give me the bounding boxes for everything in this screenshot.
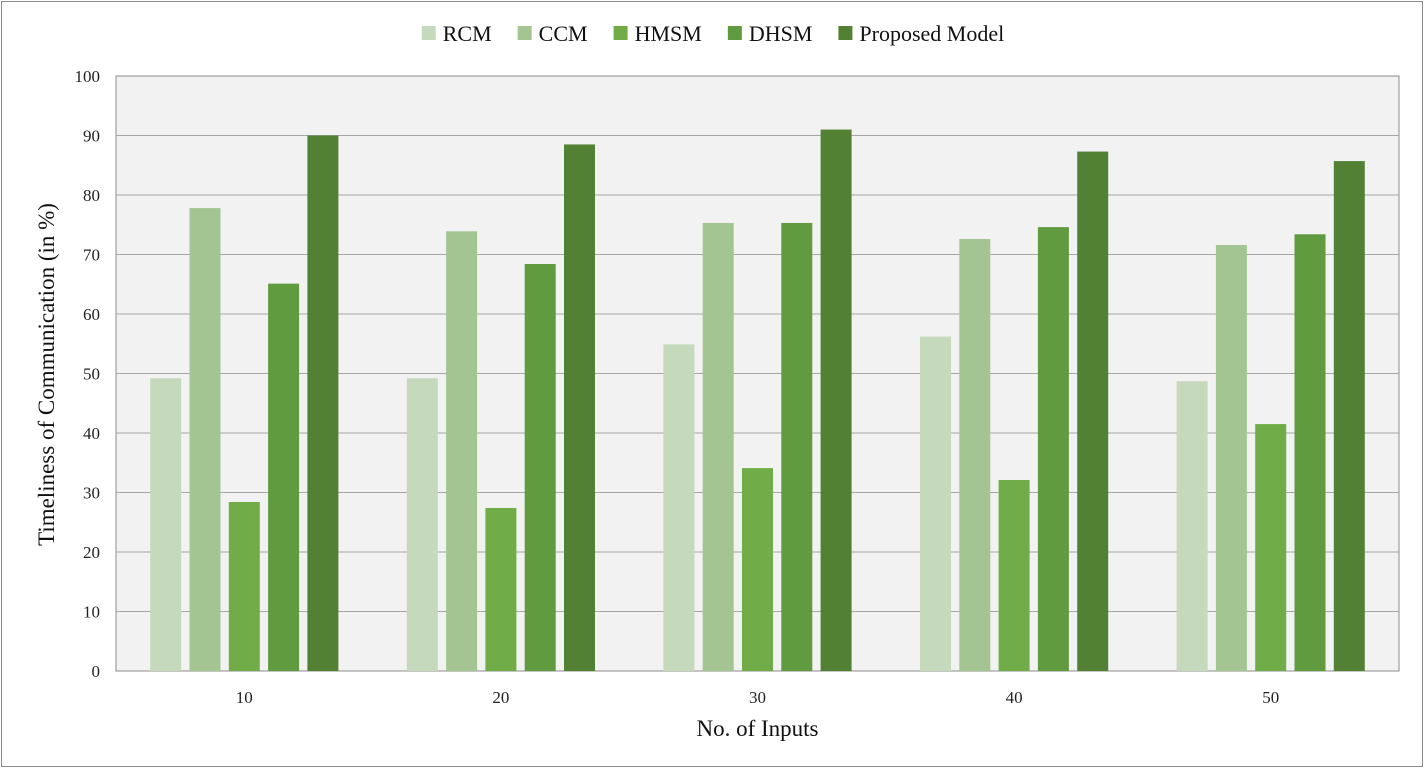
bar-rcm <box>406 378 438 671</box>
y-tick-label: 40 <box>83 424 100 443</box>
x-tick-label: 10 <box>236 688 253 707</box>
legend-label: CCM <box>539 21 588 46</box>
legend-swatch <box>517 26 532 40</box>
bar-hmsm <box>998 480 1030 671</box>
bar-proposed-model <box>307 135 339 671</box>
bar-dhsm <box>781 222 813 671</box>
bar-ccm <box>446 231 478 672</box>
legend: RCM CCM HMSM DHSM Proposed Model <box>421 21 1004 46</box>
y-axis-ticks: 0 10 20 30 40 50 60 70 80 90 100 <box>75 67 101 681</box>
x-axis-ticks: 10 20 30 40 50 <box>236 688 1279 707</box>
x-tick-label: 30 <box>749 688 766 707</box>
x-tick-label: 50 <box>1262 688 1279 707</box>
bar-rcm <box>1176 381 1208 671</box>
bar-dhsm <box>1037 227 1069 671</box>
bar-rcm <box>920 336 951 671</box>
bar-hmsm <box>485 507 517 671</box>
y-tick-label: 60 <box>83 305 100 324</box>
legend-swatch <box>838 26 853 40</box>
bar-ccm <box>959 239 991 671</box>
bar-proposed-model <box>820 129 852 672</box>
bar-rcm <box>150 378 182 671</box>
bar-proposed-model <box>564 144 595 672</box>
y-tick-label: 30 <box>83 484 100 503</box>
legend-label: RCM <box>443 21 492 46</box>
bar-proposed-model <box>1077 151 1109 671</box>
legend-swatch <box>727 26 742 40</box>
y-tick-label: 80 <box>83 186 100 205</box>
x-axis-title: No. of Inputs <box>696 716 818 741</box>
x-tick-label: 40 <box>1006 688 1023 707</box>
bars <box>150 129 1365 672</box>
y-tick-label: 0 <box>92 662 101 681</box>
legend-swatch <box>613 26 628 40</box>
y-tick-label: 20 <box>83 543 100 562</box>
y-axis-title: Timeliness of Communication (in %) <box>34 203 59 546</box>
y-tick-label: 70 <box>83 246 100 265</box>
bar-ccm <box>1215 244 1247 672</box>
legend-swatch <box>421 26 436 40</box>
bar-rcm <box>663 344 695 671</box>
bar-dhsm <box>524 264 556 671</box>
legend-label: HMSM <box>635 21 702 46</box>
legend-label: Proposed Model <box>859 21 1004 46</box>
x-tick-label: 20 <box>492 688 509 707</box>
legend-label: DHSM <box>749 21 813 46</box>
y-tick-label: 10 <box>83 603 100 622</box>
y-tick-label: 100 <box>75 67 101 86</box>
y-tick-label: 50 <box>83 365 100 384</box>
bar-proposed-model <box>1333 161 1365 671</box>
y-tick-label: 90 <box>83 127 100 146</box>
bar-dhsm <box>1294 234 1326 671</box>
bar-hmsm <box>1255 424 1287 671</box>
bar-hmsm <box>228 502 260 671</box>
bar-ccm <box>702 222 734 671</box>
bar-hmsm <box>742 468 773 671</box>
bar-ccm <box>189 208 221 671</box>
bar-dhsm <box>268 283 300 671</box>
